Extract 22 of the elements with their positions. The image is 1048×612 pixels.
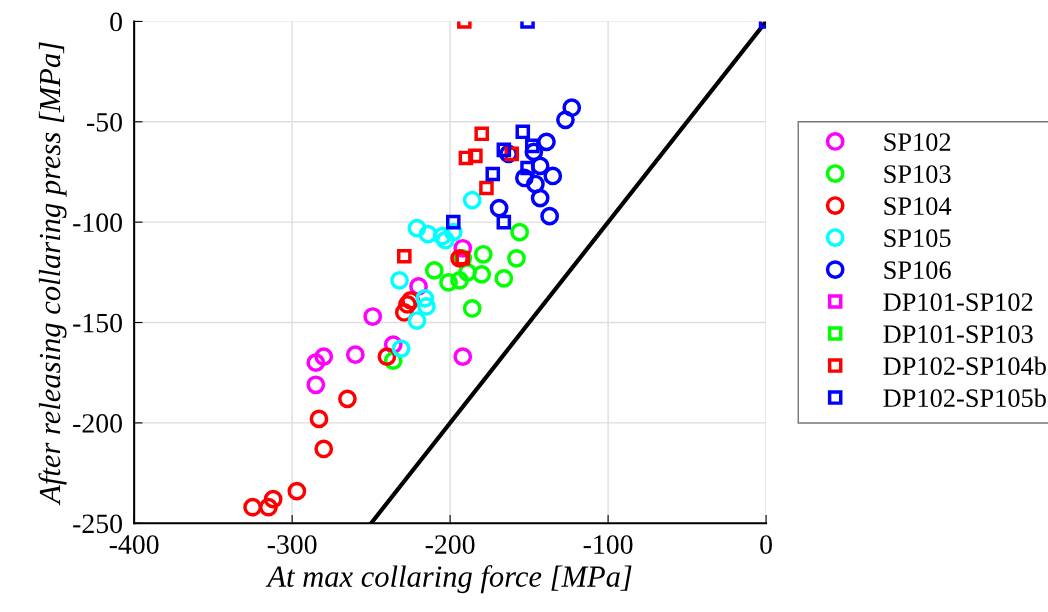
x-tick-label: -100: [583, 535, 633, 554]
legend-label: DP101-SP102: [883, 293, 1033, 312]
y-tick-label: 0: [110, 12, 122, 32]
legend-label: DP102-SP105b: [883, 388, 1046, 408]
legend-label: DP102-SP104b: [883, 356, 1046, 376]
x-tick-label: -400: [109, 535, 159, 554]
legend-label: SP102: [884, 133, 951, 151]
y-tick-label: -100: [73, 213, 122, 233]
legend-label: SP106: [884, 261, 951, 280]
y-tick-label: -50: [87, 112, 122, 132]
x-tick-label: -200: [425, 535, 475, 554]
legend-label: SP104: [884, 197, 952, 216]
y-tick-label: -200: [73, 414, 122, 433]
y-tick-label: -250: [73, 514, 122, 534]
legend-label: DP101-SP103: [883, 325, 1033, 344]
y-tick-label: -150: [73, 313, 122, 333]
legend-label: SP103: [884, 165, 951, 183]
legend-label: SP105: [884, 229, 951, 248]
x-axis-title: At max collaring force [MPa]: [265, 565, 632, 594]
x-tick-label: -300: [267, 535, 317, 554]
y-axis-title: After releasing collaring press [MPa]: [38, 42, 67, 506]
x-tick-label: 0: [760, 535, 772, 554]
